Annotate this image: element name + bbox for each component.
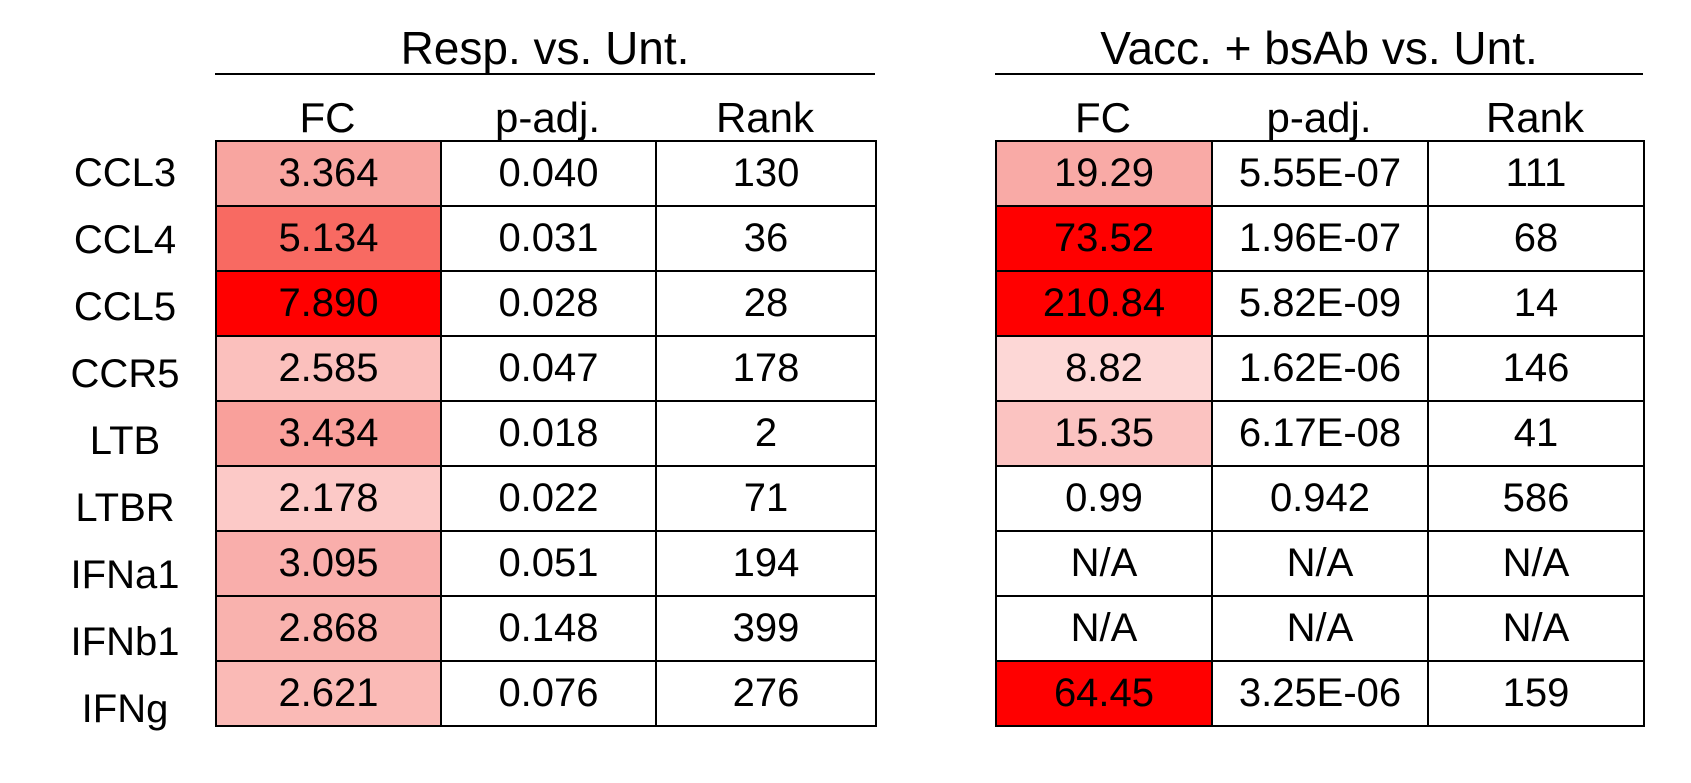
title-underline [215,73,875,75]
fc-cell-ccl3: 19.29 [995,140,1213,207]
column-header-p-adj: p-adj. [1266,94,1372,141]
row-label-ccl4: CCL4 [73,218,177,262]
p-adj-cell-ltbr: 0.942 [1211,465,1429,532]
fc-cell-ccl3: 3.364 [215,140,442,207]
fc-cell-ltbr: 0.99 [995,465,1213,532]
fc-cell-ccl4: 73.52 [995,205,1213,272]
p-adj-cell-ccr5: 0.047 [440,335,657,402]
data-table: 19.29 5.55E-07 111 73.52 1.96E-07 68 210.84 5.8… [995,140,1645,727]
rank-cell-ccr5: 178 [655,335,877,402]
table-row: 2.868 0.148 399 [215,595,877,662]
panel-title: Resp. vs. Unt. [400,22,690,74]
table-row: 5.134 0.031 36 [215,205,877,272]
rank-cell-ifna1: 194 [655,530,877,597]
row-label-ifna1: IFNa1 [70,553,180,597]
row-label-ccl3: CCL3 [73,151,177,195]
rank-cell-ccl4: 68 [1427,205,1645,272]
rank-cell-ifnb1: N/A [1427,595,1645,662]
table-row: 3.434 0.018 2 [215,400,877,467]
fc-cell-ltbr: 2.178 [215,465,442,532]
fc-cell-ccl4: 5.134 [215,205,442,272]
p-adj-cell-ltb: 6.17E-08 [1211,400,1429,467]
rank-cell-ccl5: 28 [655,270,877,337]
table-row: 8.82 1.62E-06 146 [995,335,1645,402]
table-row: 0.99 0.942 586 [995,465,1645,532]
column-header-rank: Rank [715,94,815,141]
row-label-ltb: LTB [89,419,161,463]
fc-cell-ifnb1: 2.868 [215,595,442,662]
rank-cell-ccl5: 14 [1427,270,1645,337]
rank-cell-ifng: 159 [1427,660,1645,727]
table-row: 7.890 0.028 28 [215,270,877,337]
rank-cell-ltb: 41 [1427,400,1645,467]
column-header-fc: FC [1075,94,1131,141]
table-row: 2.178 0.022 71 [215,465,877,532]
p-adj-cell-ifnb1: N/A [1211,595,1429,662]
fc-cell-ifng: 64.45 [995,660,1213,727]
row-label-ltbr: LTBR [75,486,175,530]
rank-cell-ifnb1: 399 [655,595,877,662]
rank-cell-ifna1: N/A [1427,530,1645,597]
column-header-fc: FC [299,94,356,141]
table-row: 210.84 5.82E-09 14 [995,270,1645,337]
title-underline [995,73,1643,75]
rank-cell-ccr5: 146 [1427,335,1645,402]
row-labels: CCL3 CCL4 CCL5 CCR5 LTB LTBR IFNa1 IFNb1 IFNg [55,140,195,743]
row-label-ifng: IFNg [81,687,169,731]
table-row: 19.29 5.55E-07 111 [995,140,1645,207]
fc-cell-ifng: 2.621 [215,660,442,727]
table-row: N/A N/A N/A [995,530,1645,597]
fc-cell-ltb: 3.434 [215,400,442,467]
p-adj-cell-ccr5: 1.62E-06 [1211,335,1429,402]
fc-cell-ccl5: 210.84 [995,270,1213,337]
column-header-rank: Rank [1485,94,1585,141]
p-adj-cell-ifnb1: 0.148 [440,595,657,662]
p-adj-cell-ifna1: 0.051 [440,530,657,597]
rank-cell-ltbr: 71 [655,465,877,532]
table-row: 2.585 0.047 178 [215,335,877,402]
table-row: 64.45 3.25E-06 159 [995,660,1645,727]
p-adj-cell-ltb: 0.018 [440,400,657,467]
p-adj-cell-ltbr: 0.022 [440,465,657,532]
fc-cell-ltb: 15.35 [995,400,1213,467]
fc-cell-ccl5: 7.890 [215,270,442,337]
column-header-p-adj: p-adj. [494,94,601,141]
table-row: 3.095 0.051 194 [215,530,877,597]
table-row: 15.35 6.17E-08 41 [995,400,1645,467]
p-adj-cell-ccl4: 0.031 [440,205,657,272]
row-label-ifnb1: IFNb1 [70,620,180,664]
fc-cell-ccr5: 8.82 [995,335,1213,402]
fc-cell-ifna1: 3.095 [215,530,442,597]
rank-cell-ccl4: 36 [655,205,877,272]
table-row: 3.364 0.040 130 [215,140,877,207]
rank-cell-ccl3: 111 [1427,140,1645,207]
p-adj-cell-ccl5: 5.82E-09 [1211,270,1429,337]
p-adj-cell-ccl3: 0.040 [440,140,657,207]
table-row: 2.621 0.076 276 [215,660,877,727]
rank-cell-ltb: 2 [655,400,877,467]
table-row: 73.52 1.96E-07 68 [995,205,1645,272]
table-row: N/A N/A N/A [995,595,1645,662]
p-adj-cell-ifna1: N/A [1211,530,1429,597]
rank-cell-ccl3: 130 [655,140,877,207]
p-adj-cell-ccl5: 0.028 [440,270,657,337]
rank-cell-ifng: 276 [655,660,877,727]
p-adj-cell-ifng: 3.25E-06 [1211,660,1429,727]
fc-cell-ccr5: 2.585 [215,335,442,402]
data-table: 3.364 0.040 130 5.134 0.031 36 7.890 0.028 28 2.5… [215,140,877,727]
panel-title: Vacc. + bsAb vs. Unt. [1100,22,1538,74]
fc-cell-ifnb1: N/A [995,595,1213,662]
row-label-ccl5: CCL5 [73,285,177,329]
row-label-ccr5: CCR5 [70,352,180,396]
fc-cell-ifna1: N/A [995,530,1213,597]
p-adj-cell-ccl4: 1.96E-07 [1211,205,1429,272]
rank-cell-ltbr: 586 [1427,465,1645,532]
p-adj-cell-ifng: 0.076 [440,660,657,727]
p-adj-cell-ccl3: 5.55E-07 [1211,140,1429,207]
